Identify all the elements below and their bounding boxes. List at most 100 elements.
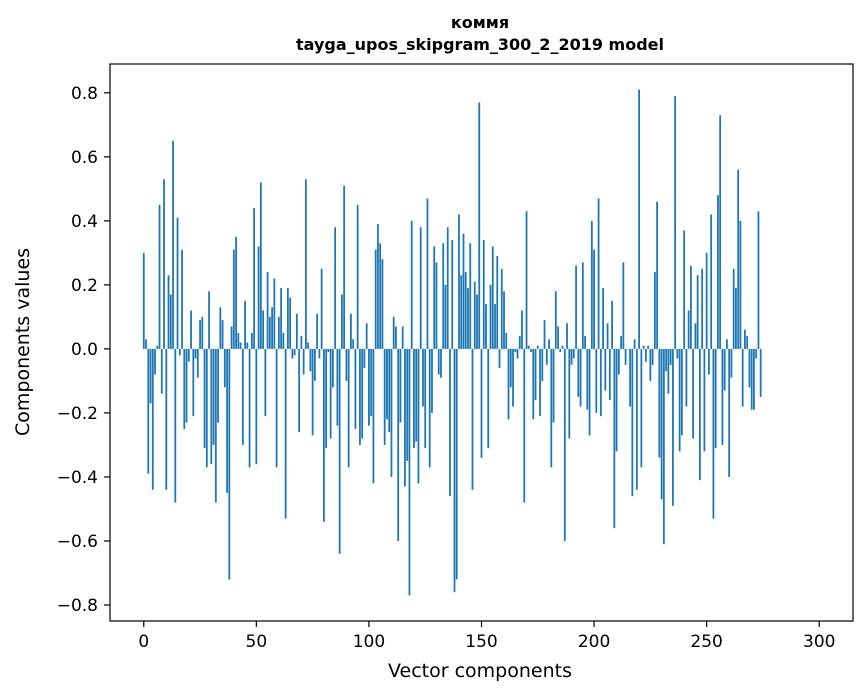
bar	[264, 349, 266, 416]
bar	[411, 221, 413, 349]
bar	[658, 349, 660, 458]
bar	[357, 205, 359, 349]
bar	[339, 349, 341, 554]
bar	[161, 349, 163, 394]
bar	[456, 349, 458, 579]
bar	[436, 262, 438, 348]
x-tick-label: 200	[578, 632, 610, 652]
bar	[201, 317, 203, 349]
bar	[215, 349, 217, 503]
bar	[715, 349, 717, 448]
bar	[663, 349, 665, 544]
bar	[726, 339, 728, 349]
bar	[625, 349, 627, 365]
bar	[694, 323, 696, 349]
bar	[246, 343, 248, 349]
bar	[755, 349, 757, 359]
bar	[406, 349, 408, 461]
x-tick-label: 100	[353, 632, 385, 652]
bar	[253, 208, 255, 349]
bar	[753, 349, 755, 410]
bar	[613, 349, 615, 528]
bar	[332, 349, 334, 387]
bar	[573, 349, 575, 359]
bar	[607, 323, 609, 349]
bar	[733, 269, 735, 349]
bar	[278, 317, 280, 349]
bar	[210, 349, 212, 464]
bar	[195, 349, 197, 359]
bar	[593, 250, 595, 349]
bar	[586, 349, 588, 410]
bar	[528, 346, 530, 349]
bar	[661, 349, 663, 499]
bar	[337, 349, 339, 426]
bar	[492, 246, 494, 348]
bar	[415, 349, 417, 442]
bar	[294, 349, 296, 355]
bar	[589, 349, 591, 435]
bar	[521, 310, 523, 348]
bar	[402, 326, 404, 348]
bar	[735, 288, 737, 349]
bar	[219, 307, 221, 349]
bar	[404, 349, 406, 487]
bar	[749, 349, 751, 387]
bar	[269, 317, 271, 349]
bar	[307, 343, 309, 349]
bar	[670, 349, 672, 365]
bar	[237, 333, 239, 349]
bar	[384, 349, 386, 445]
bar	[672, 349, 674, 506]
bar	[170, 294, 172, 348]
bar	[703, 349, 705, 451]
bar	[188, 349, 190, 362]
bar	[251, 333, 253, 349]
bar	[312, 349, 314, 435]
bar	[330, 349, 332, 439]
bar	[478, 102, 480, 348]
y-tick-label: 0.0	[71, 340, 98, 360]
bar	[541, 349, 543, 381]
bar	[413, 349, 415, 448]
x-tick-label: 250	[690, 632, 722, 652]
bar	[314, 349, 316, 381]
bar	[217, 349, 219, 423]
bar	[717, 195, 719, 349]
bar	[199, 320, 201, 349]
bar	[496, 256, 498, 349]
bar	[690, 266, 692, 349]
bar	[676, 349, 678, 359]
x-tick-label: 50	[246, 632, 268, 652]
bar	[559, 349, 561, 352]
bar	[433, 246, 435, 348]
bar	[463, 234, 465, 349]
x-tick-label: 0	[138, 632, 149, 652]
bar	[634, 339, 636, 349]
bar	[366, 323, 368, 349]
bar	[692, 349, 694, 439]
bar	[370, 349, 372, 416]
bar	[316, 314, 318, 349]
bar	[143, 253, 145, 349]
bar	[499, 349, 501, 368]
bar	[490, 285, 492, 349]
bar	[722, 349, 724, 445]
bar	[327, 349, 329, 352]
bar	[156, 346, 158, 349]
bar	[152, 349, 154, 490]
bar	[174, 349, 176, 503]
bar	[647, 346, 649, 349]
y-tick-label: −0.2	[57, 404, 98, 424]
bar	[526, 211, 528, 349]
bar	[483, 240, 485, 349]
bar	[382, 259, 384, 349]
bar	[706, 253, 708, 349]
bar	[323, 349, 325, 522]
bar	[445, 285, 447, 349]
x-axis-label: Vector components	[388, 660, 572, 682]
bar	[643, 346, 645, 349]
bar	[350, 314, 352, 349]
bar	[555, 291, 557, 349]
bar	[296, 314, 298, 349]
